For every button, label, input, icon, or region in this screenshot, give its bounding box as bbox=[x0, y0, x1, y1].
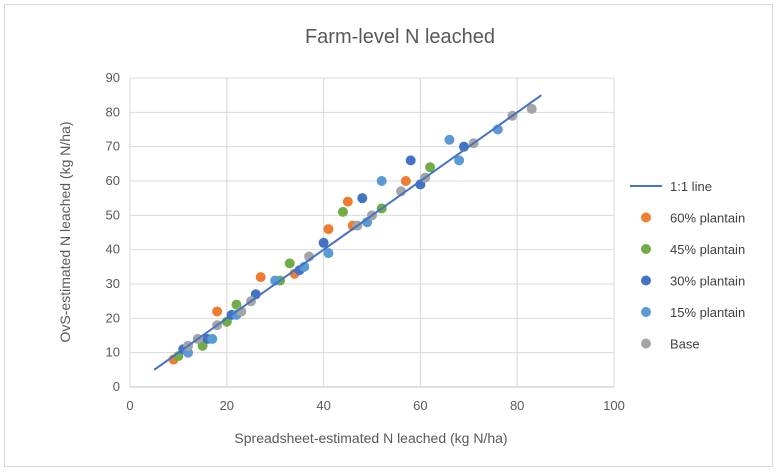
data-point bbox=[183, 347, 194, 358]
y-tick-label: 10 bbox=[106, 345, 120, 360]
data-point bbox=[255, 272, 266, 283]
data-point bbox=[444, 134, 455, 145]
legend-marker-swatch bbox=[641, 244, 651, 254]
data-point bbox=[323, 224, 334, 235]
legend-entry-label: Base bbox=[670, 337, 700, 352]
data-point bbox=[454, 155, 465, 166]
y-tick-label: 70 bbox=[106, 139, 120, 154]
data-point bbox=[357, 193, 368, 204]
chart-container bbox=[4, 4, 773, 467]
legend-marker-swatch bbox=[641, 338, 651, 349]
data-point bbox=[526, 103, 537, 114]
x-axis-ticks: 0 20 40 60 80 100 bbox=[126, 398, 624, 413]
one-to-one-line bbox=[153, 94, 542, 371]
legend-marker-swatch bbox=[641, 275, 651, 286]
legend-entry-label: 45% plantain bbox=[670, 242, 745, 257]
legend-marker-swatch bbox=[641, 212, 651, 223]
y-tick-label: 40 bbox=[106, 242, 120, 257]
gridlines bbox=[129, 77, 615, 388]
legend-marker-swatch bbox=[641, 307, 651, 317]
data-point bbox=[284, 258, 295, 269]
data-points bbox=[168, 103, 537, 365]
x-tick-label: 80 bbox=[510, 398, 524, 413]
x-tick-label: 20 bbox=[220, 398, 234, 413]
legend-entry-label: 1:1 line bbox=[670, 179, 712, 194]
data-point bbox=[207, 333, 218, 344]
y-tick-label: 50 bbox=[106, 207, 120, 222]
y-tick-label: 0 bbox=[113, 379, 120, 394]
legend: 1:1 line 60% plantain 45% plantain 30% plan… bbox=[630, 179, 745, 352]
data-point bbox=[342, 196, 353, 207]
x-tick-label: 100 bbox=[603, 398, 625, 413]
x-tick-label: 60 bbox=[413, 398, 427, 413]
y-tick-label: 60 bbox=[106, 173, 120, 188]
legend-entry-label: 15% plantain bbox=[670, 305, 745, 320]
y-tick-label: 90 bbox=[106, 70, 120, 85]
data-point bbox=[425, 162, 436, 173]
data-point bbox=[318, 237, 329, 248]
data-point bbox=[376, 176, 387, 186]
data-point bbox=[400, 176, 411, 186]
y-axis-ticks: 0 10 20 30 40 50 60 70 80 90 bbox=[106, 70, 120, 394]
x-tick-label: 40 bbox=[316, 398, 330, 413]
legend-entry-label: 60% plantain bbox=[670, 211, 745, 226]
y-tick-label: 30 bbox=[106, 276, 120, 291]
data-point bbox=[323, 248, 334, 259]
data-point bbox=[405, 155, 416, 166]
series-45-plantain bbox=[173, 162, 436, 362]
y-axis-label: OvS-estimated N leached (kg N/ha) bbox=[57, 122, 73, 343]
data-point bbox=[212, 306, 223, 317]
data-point bbox=[337, 206, 348, 217]
legend-entry-label: 30% plantain bbox=[670, 274, 745, 289]
x-axis-label: Spreadsheet-estimated N leached (kg N/ha… bbox=[234, 430, 507, 446]
y-tick-label: 80 bbox=[106, 104, 120, 119]
y-tick-label: 20 bbox=[106, 310, 120, 325]
x-tick-label: 0 bbox=[126, 398, 133, 413]
chart-title: Farm-level N leached bbox=[305, 26, 495, 48]
